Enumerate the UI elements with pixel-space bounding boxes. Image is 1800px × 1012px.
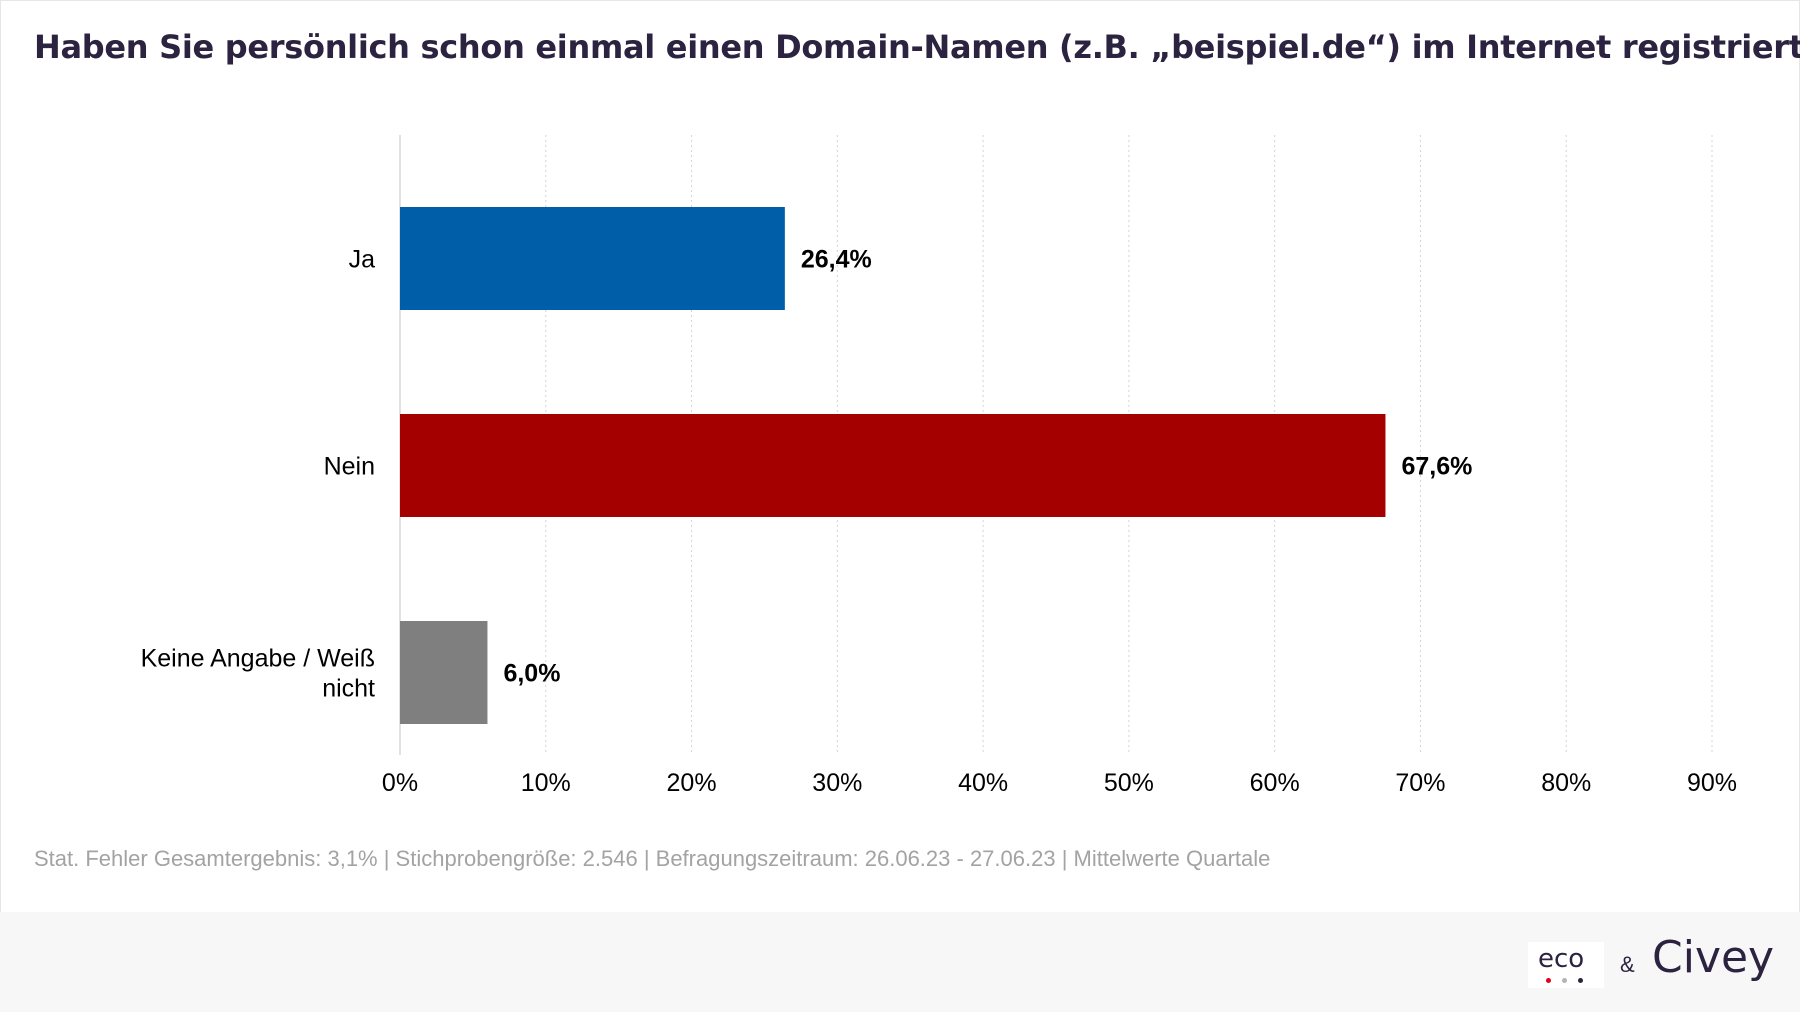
bar: [400, 414, 1386, 517]
x-tick-label: 40%: [958, 769, 1008, 797]
x-tick-label: 10%: [521, 769, 571, 797]
x-tick-label: 20%: [667, 769, 717, 797]
eco-logo-text: eco: [1538, 944, 1585, 974]
bars: [400, 207, 1386, 724]
x-tick-label: 60%: [1250, 769, 1300, 797]
x-tick-label: 90%: [1687, 769, 1737, 797]
x-tick-label: 30%: [812, 769, 862, 797]
eco-dot-grey: [1562, 978, 1567, 983]
data-label: 67,6%: [1401, 453, 1472, 481]
x-tick-label: 0%: [382, 769, 418, 797]
bar-chart: 0% 10% 20% 30% 40% 50% 60% 70% 80% 90% 26,4% Ja 67,6…: [141, 135, 1737, 798]
footer-bar: eco & Civey: [0, 912, 1800, 1012]
category-label: Ja: [349, 246, 376, 274]
data-label: 26,4%: [801, 246, 872, 274]
footnote: Stat. Fehler Gesamtergebnis: 3,1% | Stic…: [34, 846, 1271, 871]
chart-title: Haben Sie persönlich schon einmal einen …: [34, 28, 1800, 66]
x-tick-label: 80%: [1541, 769, 1591, 797]
civey-logo: Civey: [1652, 932, 1775, 983]
category-label: Nein: [324, 453, 375, 481]
ampersand: &: [1620, 952, 1635, 977]
data-label: 6,0%: [503, 660, 560, 688]
eco-dot-red: [1546, 978, 1551, 983]
bar: [400, 621, 488, 724]
bar: [400, 207, 785, 310]
eco-dot-dark: [1578, 978, 1583, 983]
category-label: Keine Angabe / Weiß nicht: [141, 645, 375, 703]
labels: 0% 10% 20% 30% 40% 50% 60% 70% 80% 90% 26,4% Ja 67,6…: [141, 246, 1737, 798]
eco-logo: eco: [1528, 942, 1604, 988]
x-tick-label: 70%: [1395, 769, 1445, 797]
x-tick-label: 50%: [1104, 769, 1154, 797]
